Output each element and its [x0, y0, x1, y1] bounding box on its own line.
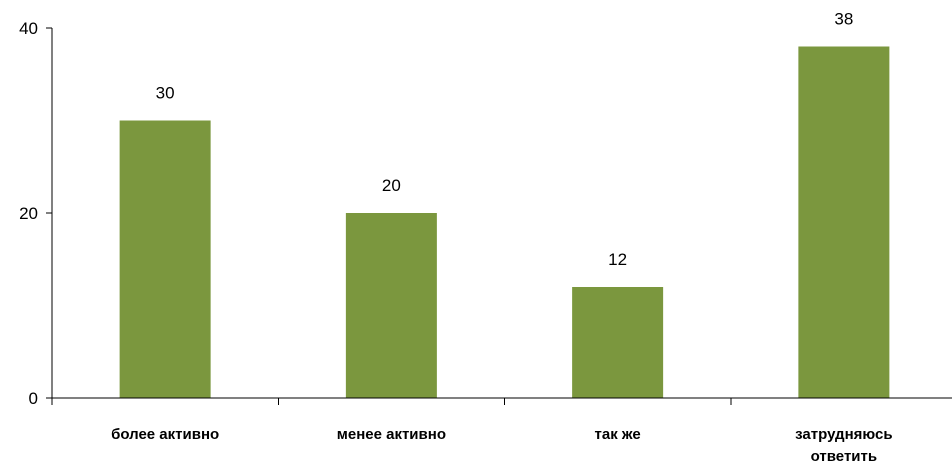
x-category-label: менее активно: [337, 426, 446, 443]
x-category-label: затрудняюсь ответить: [795, 426, 892, 465]
bar: [572, 287, 664, 398]
y-tick-label: 40: [19, 19, 38, 38]
x-axis-ticks: [51, 398, 732, 405]
y-tick-label: 20: [19, 204, 38, 223]
bar-value-label: 12: [608, 250, 627, 269]
y-axis-ticks: 0 20 40: [19, 19, 52, 408]
bar-value-label: 20: [382, 176, 401, 195]
bar-value-label: 30: [156, 84, 175, 103]
bar-value-label: 38: [834, 10, 853, 29]
y-tick-label: 0: [29, 389, 38, 408]
bar: [798, 46, 890, 398]
bars: [119, 46, 890, 398]
data-labels: 30 20 12 38: [156, 10, 854, 270]
bar: [345, 213, 437, 398]
bar: [119, 120, 211, 398]
category-labels: более активно менее активно так же затрудня…: [111, 426, 893, 465]
x-category-label: более активно: [111, 426, 219, 443]
x-category-label: так же: [595, 426, 641, 443]
